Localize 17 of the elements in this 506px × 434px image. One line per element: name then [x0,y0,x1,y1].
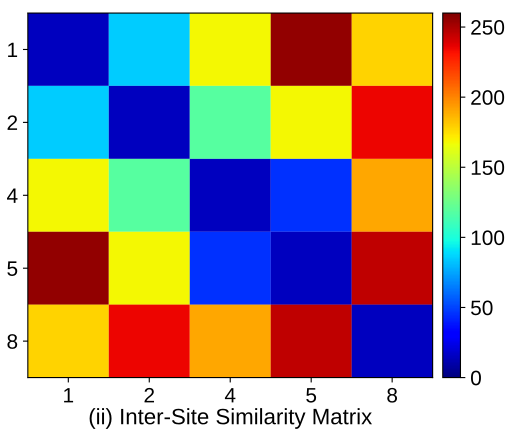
x-axis-title: (ii) Inter-Site Similarity Matrix [90,408,372,429]
color-bar-label: 100 [472,230,504,246]
color-bar-label: 0 [470,370,481,386]
y-tick-label: 8 [7,334,18,349]
x-tick-label: 5 [306,388,316,403]
x-tick-label: 2 [144,388,154,402]
color-bar-label: 50 [471,300,493,316]
y-tick-label: 1 [8,42,18,58]
y-tick-label: 2 [8,115,18,130]
x-tick-label: 1 [64,388,74,402]
y-tick-label: 4 [7,188,18,203]
color-bar-label: 150 [472,160,504,176]
color-bar-label: 200 [471,90,504,105]
color-bar-label: 250 [471,20,504,35]
y-tick-label: 5 [7,261,18,276]
x-tick-label: 4 [224,388,236,402]
x-tick-label: 8 [387,388,398,403]
